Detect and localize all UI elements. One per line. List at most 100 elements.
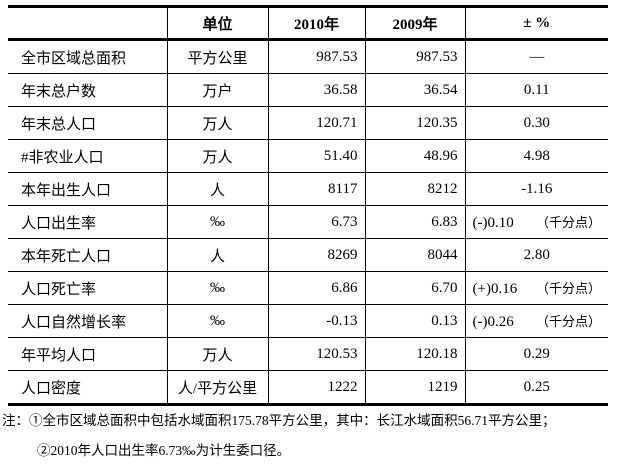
change-cell: (+)0.16 （千分点） (464, 271, 608, 305)
header-change: ± % (464, 6, 608, 41)
unit-cell: 万户 (166, 73, 268, 107)
change-cell: (-)0.26 （千分点） (464, 304, 608, 338)
change-content: — (466, 48, 608, 66)
unit-cell: 平方公里 (166, 39, 268, 74)
row-label: 年末总人口 (8, 106, 167, 140)
table-row: 人口死亡率 ‰ 6.86 6.70 (+)0.16 （千分点） (8, 271, 608, 305)
change-cell: — (464, 39, 608, 74)
value-2010-cell: 120.53 (267, 337, 365, 371)
unit-cell: 万人 (166, 106, 268, 140)
value-2010-cell: 120.71 (267, 106, 365, 140)
change-content: -1.16 (466, 180, 608, 198)
header-indicator (8, 6, 167, 41)
row-label: #非农业人口 (8, 139, 167, 173)
value-2009-cell: 8044 (364, 238, 465, 272)
table-header: 单位 2010年 2009年 ± % (8, 6, 608, 41)
table-row: 本年出生人口人 8117 8212 -1.16 (8, 172, 608, 206)
change-cell: 4.98 (464, 139, 608, 173)
value-2009-cell: 120.18 (364, 337, 465, 371)
population-statistics-table: 单位 2010年 2009年 ± % 全市区域总面积 平方公里 987.53 987.… (8, 5, 608, 406)
row-label: 人口死亡率 (8, 271, 167, 305)
header-unit: 单位 (166, 6, 268, 41)
change-unit-note: （千分点） (535, 281, 601, 296)
value-2009-cell: 1219 (364, 370, 465, 405)
change-cell: -1.16 (464, 172, 608, 206)
change-content: 0.30 (466, 114, 608, 132)
table-row: 人口密度 人/平方公里 1222 1219 0.25 (8, 370, 608, 405)
change-value: 0.25 (523, 378, 550, 395)
change-cell: 0.25 (464, 370, 608, 405)
footnotes: 注：①全市区域总面积中包括水域面积175.78平方公里，其中：长江水域面积56.… (2, 412, 556, 460)
row-label: 本年死亡人口 (8, 238, 167, 272)
change-value: — (529, 48, 545, 65)
change-value: -1.16 (521, 180, 553, 197)
value-2009-cell: 0.13 (364, 304, 465, 338)
value-2010-cell: 36.58 (267, 73, 365, 107)
row-label: 全市区域总面积 (21, 50, 127, 67)
table-row: 人口自然增长率 ‰ -0.13 0.13 (-)0.26 （千分点） (8, 304, 608, 338)
header-row: 单位 2010年 2009年 ± % (8, 6, 608, 41)
value-2009-cell: 6.70 (364, 271, 465, 305)
change-cell: (-)0.10 （千分点） (464, 205, 608, 239)
value-2009-cell: 8212 (364, 172, 465, 206)
change-value: 0.11 (523, 81, 550, 98)
change-cell: 0.30 (464, 106, 608, 140)
footnote-1: 注：①全市区域总面积中包括水域面积175.78平方公里，其中：长江水域面积56.… (2, 413, 556, 428)
change-value: (-)0.26 (472, 314, 514, 330)
change-unit-note: （千分点） (535, 314, 601, 329)
value-2010-cell: 987.53 (267, 39, 365, 74)
change-value: 0.29 (523, 345, 550, 362)
change-value: 0.30 (523, 114, 550, 131)
table-row: 人口出生率 ‰ 6.73 6.83 (-)0.10 （千分点） (8, 205, 608, 239)
row-label: 人口自然增长率 (8, 304, 167, 338)
change-cell: 0.11 (464, 73, 608, 107)
unit-cell: 万人 (166, 337, 268, 371)
table-body: 全市区域总面积 平方公里 987.53 987.53— 年末总户数 万户 36.58 36.5… (8, 39, 608, 405)
row-label: 年平均人口 (8, 337, 167, 371)
change-content: (-)0.26 （千分点） (466, 311, 608, 331)
value-2010-cell: 8269 (267, 238, 365, 272)
value-2010-cell: 51.40 (267, 139, 365, 173)
change-content: (-)0.10 （千分点） (466, 212, 608, 232)
change-cell: 2.80 (464, 238, 608, 272)
table-row: 本年死亡人口人 8269 8044 2.80 (8, 238, 608, 272)
value-2009-cell: 6.83 (364, 205, 465, 239)
change-value: (+)0.16 (472, 281, 518, 297)
table-row: 年末总户数 万户 36.58 36.54 0.11 (8, 73, 608, 107)
change-content: 0.25 (466, 378, 608, 396)
table-row: 年平均人口 万人 120.53 120.18 0.29 (8, 337, 608, 371)
value-2010-cell: 6.73 (267, 205, 365, 239)
change-content: 4.98 (466, 148, 608, 165)
table-row: #非农业人口 万人 51.40 48.96 4.98 (8, 139, 608, 173)
table-row: 年末总人口 万人 120.71 120.35 0.30 (8, 106, 608, 140)
value-2010-cell: 1222 (267, 370, 365, 405)
change-cell: 0.29 (464, 337, 608, 371)
value-2009-cell: 987.53 (364, 39, 465, 74)
change-content: 0.29 (466, 345, 608, 363)
header-2010: 2010年 (267, 6, 365, 41)
value-2009-cell: 48.96 (364, 139, 465, 173)
unit-cell: 人 (166, 172, 268, 206)
change-content: 2.80 (466, 246, 608, 264)
value-2010-cell: 8117 (267, 172, 365, 206)
value-2009-cell: 120.35 (364, 106, 465, 140)
change-content: 0.11 (466, 81, 608, 99)
table-row: 全市区域总面积 平方公里 987.53 987.53— (8, 39, 608, 74)
value-2010-cell: -0.13 (267, 304, 365, 338)
value-2009-cell: 36.54 (364, 73, 465, 107)
row-label: 人口密度 (8, 370, 167, 405)
population-statistics-section: 单位 2010年 2009年 ± % 全市区域总面积 平方公里 987.53 987.… (8, 5, 608, 406)
change-content: (+)0.16 （千分点） (466, 278, 608, 298)
change-value: 2.80 (523, 246, 550, 263)
value-2010-cell: 6.86 (267, 271, 365, 305)
unit-cell: 人/平方公里 (166, 370, 268, 405)
header-2009: 2009年 (364, 6, 465, 41)
unit-cell: ‰ (166, 205, 268, 239)
row-label: 年末总户数 (8, 73, 167, 107)
row-label: 本年出生人口 (8, 172, 167, 206)
change-unit-note: （千分点） (535, 215, 601, 230)
unit-cell: 万人 (166, 139, 268, 173)
unit-cell: 人 (166, 238, 268, 272)
row-label: 人口出生率 (8, 205, 167, 239)
unit-cell: ‰ (166, 271, 268, 305)
